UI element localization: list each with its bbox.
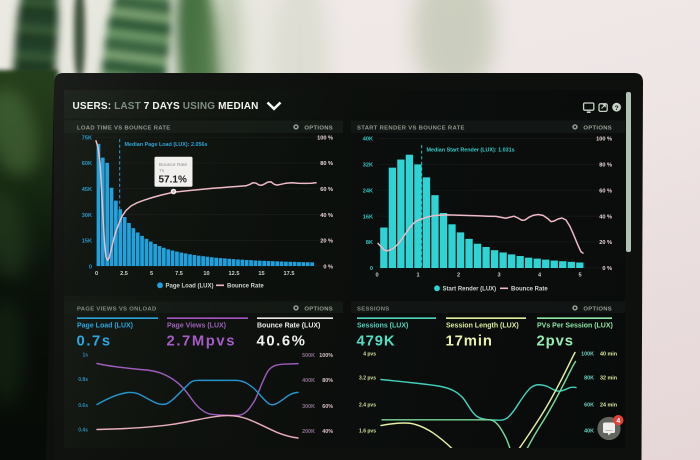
svg-text:2pvs: 2pvs xyxy=(537,334,574,350)
svg-text:45K: 45K xyxy=(82,187,92,193)
svg-text:0: 0 xyxy=(89,264,92,270)
svg-text:17.5: 17.5 xyxy=(284,271,295,277)
svg-text:10: 10 xyxy=(203,271,209,277)
svg-text:Bounce Rate (LUX): Bounce Rate (LUX) xyxy=(257,323,320,330)
svg-text:2.5: 2.5 xyxy=(120,271,128,277)
svg-text:40K: 40K xyxy=(584,429,594,435)
svg-text:Page Load (LUX): Page Load (LUX) xyxy=(77,323,133,330)
svg-text:20 %: 20 % xyxy=(320,239,333,245)
svg-text:?: ? xyxy=(615,105,619,112)
svg-text:PVs Per Session (LUX): PVs Per Session (LUX) xyxy=(537,323,613,330)
svg-text:7s: 7s xyxy=(159,168,165,174)
svg-text:Page Views (LUX): Page Views (LUX) xyxy=(167,323,226,330)
svg-text:40 %: 40 % xyxy=(599,214,612,220)
svg-text:0.6s: 0.6s xyxy=(78,403,88,409)
svg-text:200K: 200K xyxy=(302,429,315,435)
svg-text:57.1%: 57.1% xyxy=(159,175,187,186)
svg-text:Page Load (LUX): Page Load (LUX) xyxy=(166,284,214,290)
svg-text:Median Start Render (LUX): 1.0: Median Start Render (LUX): 1.031s xyxy=(427,148,515,154)
svg-text:Sessions (LUX): Sessions (LUX) xyxy=(357,323,408,330)
svg-text:12.5: 12.5 xyxy=(229,271,240,277)
svg-text:80%: 80% xyxy=(322,378,333,384)
svg-text:Bounce Rate: Bounce Rate xyxy=(511,287,548,293)
svg-text:0.4s: 0.4s xyxy=(78,428,88,434)
svg-text:0.7s: 0.7s xyxy=(77,334,112,350)
svg-text:60%: 60% xyxy=(322,404,333,410)
svg-text:0 %: 0 % xyxy=(602,266,612,272)
svg-text:100K: 100K xyxy=(581,352,594,358)
svg-text:40 min: 40 min xyxy=(600,352,617,358)
svg-text:2: 2 xyxy=(457,273,460,279)
svg-text:SESSIONS: SESSIONS xyxy=(357,307,390,313)
svg-text:80 %: 80 % xyxy=(599,163,612,169)
svg-text:8K: 8K xyxy=(366,240,373,246)
svg-text:OPTIONS: OPTIONS xyxy=(583,307,612,313)
svg-text:Start Render (LUX): Start Render (LUX) xyxy=(443,287,497,293)
svg-text:Bounce Rate: Bounce Rate xyxy=(227,284,264,290)
svg-text:15: 15 xyxy=(258,271,264,277)
svg-text:1s: 1s xyxy=(82,353,88,359)
svg-text:75K: 75K xyxy=(82,135,92,141)
svg-text:500K: 500K xyxy=(302,353,315,359)
svg-text:60K: 60K xyxy=(584,403,594,409)
svg-text:5: 5 xyxy=(150,271,153,277)
svg-text:40 %: 40 % xyxy=(320,213,333,219)
svg-text:60 %: 60 % xyxy=(320,187,333,193)
svg-text:0: 0 xyxy=(375,273,378,279)
svg-text:0.8s: 0.8s xyxy=(78,377,88,383)
svg-text:0: 0 xyxy=(370,266,373,272)
svg-text:2.4 pvs: 2.4 pvs xyxy=(359,403,376,409)
svg-text:4: 4 xyxy=(538,273,542,279)
svg-text:40K: 40K xyxy=(363,137,373,143)
svg-text:400K: 400K xyxy=(302,378,315,384)
svg-text:USERS: LAST 7 DAYS USING MEDIA: USERS: LAST 7 DAYS USING MEDIAN xyxy=(73,101,259,112)
svg-text:40.6%: 40.6% xyxy=(257,334,307,350)
svg-text:24K: 24K xyxy=(363,188,373,194)
svg-text:60K: 60K xyxy=(82,161,92,167)
svg-text:OPTIONS: OPTIONS xyxy=(304,307,333,313)
svg-text:300K: 300K xyxy=(302,404,315,410)
svg-text:17min: 17min xyxy=(446,334,493,350)
svg-text:LOAD TIME VS BOUNCE RATE: LOAD TIME VS BOUNCE RATE xyxy=(77,126,171,132)
svg-text:OPTIONS: OPTIONS xyxy=(304,126,333,132)
svg-text:3: 3 xyxy=(497,273,500,279)
svg-text:3.2 pvs: 3.2 pvs xyxy=(359,376,376,382)
svg-text:100 %: 100 % xyxy=(596,137,612,143)
svg-text:4: 4 xyxy=(616,418,620,425)
svg-text:START RENDER VS BOUNCE RATE: START RENDER VS BOUNCE RATE xyxy=(357,126,465,132)
svg-text:1: 1 xyxy=(416,273,419,279)
svg-text:15K: 15K xyxy=(82,239,92,245)
svg-text:100%: 100% xyxy=(319,353,333,359)
svg-text:Session Length (LUX): Session Length (LUX) xyxy=(446,323,519,330)
svg-text:32 min: 32 min xyxy=(600,376,617,382)
svg-text:80K: 80K xyxy=(584,376,594,382)
svg-text:479K: 479K xyxy=(357,334,396,350)
svg-text:2.7Mpvs: 2.7Mpvs xyxy=(167,334,237,350)
svg-text:OPTIONS: OPTIONS xyxy=(583,126,612,132)
svg-text:32K: 32K xyxy=(363,163,373,169)
svg-text:PAGE VIEWS VS ONLOAD: PAGE VIEWS VS ONLOAD xyxy=(77,307,157,313)
svg-text:7.5: 7.5 xyxy=(175,271,183,277)
svg-text:Bounce Rate: Bounce Rate xyxy=(159,162,188,168)
svg-text:5: 5 xyxy=(578,273,581,279)
svg-text:0 %: 0 % xyxy=(323,264,333,270)
svg-text:4 pvs: 4 pvs xyxy=(363,352,376,358)
svg-text:20 %: 20 % xyxy=(599,240,612,246)
svg-text:0: 0 xyxy=(95,271,98,277)
svg-text:1.6 pvs: 1.6 pvs xyxy=(359,429,376,435)
svg-text:100 %: 100 % xyxy=(317,135,333,141)
svg-text:Median Page Load (LUX): 2.056s: Median Page Load (LUX): 2.056s xyxy=(125,142,208,148)
svg-text:24 min: 24 min xyxy=(600,403,617,409)
svg-text:40%: 40% xyxy=(322,429,333,435)
svg-text:16K: 16K xyxy=(363,214,373,220)
svg-text:30K: 30K xyxy=(82,213,92,219)
svg-text:80 %: 80 % xyxy=(320,161,333,167)
svg-text:60 %: 60 % xyxy=(599,188,612,194)
